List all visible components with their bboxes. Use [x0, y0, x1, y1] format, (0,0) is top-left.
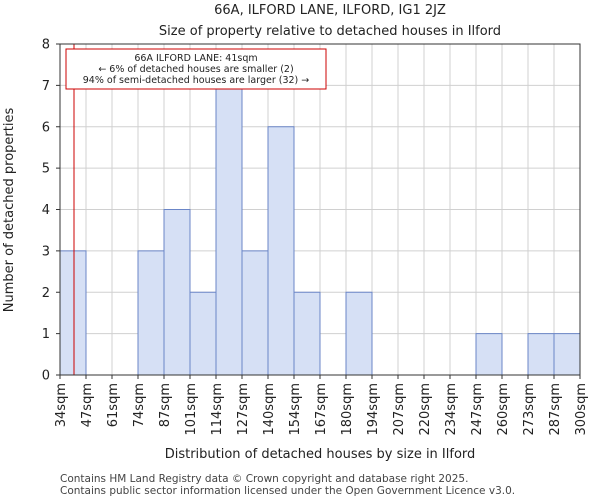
chart-subtitle: Size of property relative to detached ho…	[159, 24, 501, 39]
x-tick-label: 287sqm	[548, 383, 563, 436]
x-tick-label: 127sqm	[236, 383, 251, 436]
y-tick-label: 2	[42, 286, 50, 301]
annotation-line-1: 66A ILFORD LANE: 41sqm	[134, 53, 257, 64]
bar-87sqm	[163, 209, 191, 376]
x-axis: 34sqm 47sqm 61sqm 74sqm 87sqm 101sqm 114sqm 127…	[54, 375, 589, 436]
x-tick-label: 300sqm	[574, 383, 589, 436]
annotation-line-3: 94% of semi-detached houses are larger (…	[83, 75, 310, 86]
y-tick-label: 5	[42, 162, 50, 177]
x-tick-label: 154sqm	[288, 383, 303, 436]
x-tick-label: 273sqm	[522, 383, 537, 436]
x-tick-label: 260sqm	[496, 383, 511, 436]
y-tick-label: 1	[42, 327, 50, 342]
bar-287sqm	[553, 333, 581, 376]
bar-273sqm	[527, 333, 555, 376]
chart-title: 66A, ILFORD LANE, ILFORD, IG1 2JZ	[214, 3, 446, 18]
x-tick-label: 234sqm	[444, 383, 459, 436]
x-tick-label: 101sqm	[184, 383, 199, 436]
bar-127sqm	[241, 250, 269, 376]
footer-line-1: Contains HM Land Registry data © Crown c…	[60, 473, 468, 485]
x-tick-label: 180sqm	[340, 383, 355, 436]
y-axis-label: Number of detached properties	[2, 108, 17, 313]
x-tick-label: 220sqm	[418, 383, 433, 436]
bar-34sqm	[59, 250, 87, 376]
annotation-line-2: ← 6% of detached houses are smaller (2)	[98, 64, 293, 75]
x-tick-label: 114sqm	[210, 383, 225, 436]
annotation-border	[65, 48, 327, 90]
y-tick-label: 7	[42, 79, 50, 94]
y-tick-label: 0	[42, 369, 50, 384]
bar-114sqm	[215, 84, 243, 376]
x-tick-label: 47sqm	[80, 383, 95, 427]
bar-74sqm	[137, 250, 165, 376]
x-tick-label: 87sqm	[158, 383, 173, 427]
footer-line-2: Contains public sector information licen…	[60, 485, 515, 497]
y-axis: 0 1 2 3 4 5 6 7 8	[42, 38, 60, 384]
bar-247sqm	[475, 333, 503, 376]
bars	[59, 84, 581, 376]
bar-101sqm	[189, 291, 217, 376]
bar-154sqm	[293, 291, 321, 376]
x-tick-label: 74sqm	[132, 383, 147, 427]
y-tick-label: 4	[42, 203, 50, 218]
x-tick-label: 247sqm	[470, 383, 485, 436]
y-tick-label: 3	[42, 244, 50, 259]
y-tick-label: 8	[42, 38, 50, 53]
x-tick-label: 140sqm	[262, 383, 277, 436]
x-tick-label: 194sqm	[366, 383, 381, 436]
y-tick-label: 6	[42, 120, 50, 135]
bar-140sqm	[267, 126, 295, 376]
x-tick-label: 34sqm	[54, 383, 69, 427]
x-tick-label: 167sqm	[314, 383, 329, 436]
annotation-box: 66A ILFORD LANE: 41sqm ← 6% of detached …	[65, 48, 327, 90]
bar-180sqm	[345, 291, 373, 376]
x-tick-label: 61sqm	[106, 383, 121, 427]
x-tick-label: 207sqm	[392, 383, 407, 436]
x-axis-label: Distribution of detached houses by size …	[165, 447, 476, 462]
